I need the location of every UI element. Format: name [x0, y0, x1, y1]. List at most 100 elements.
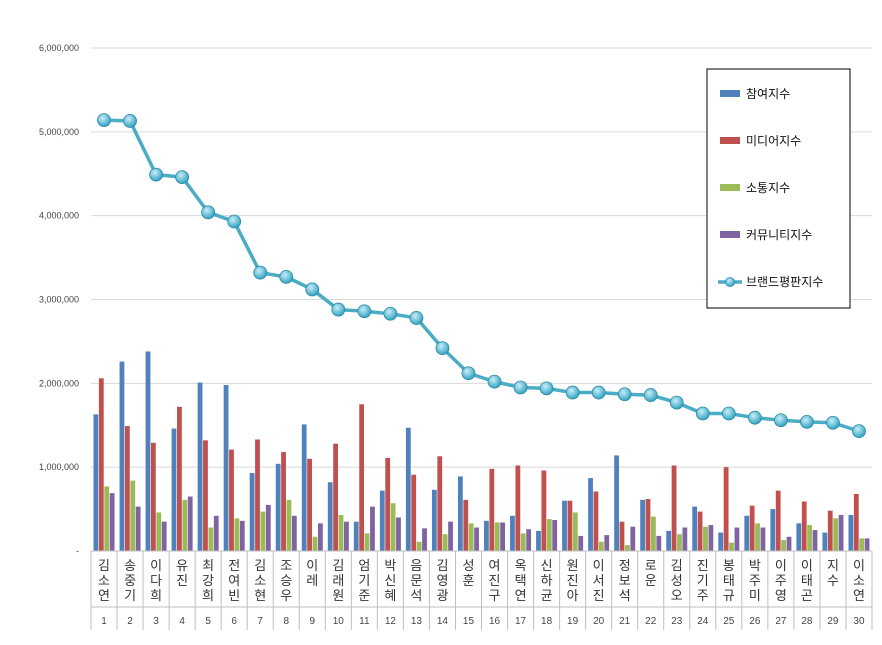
bar-커뮤니티지수-11 [370, 506, 375, 551]
bar-미디어지수-21 [619, 521, 625, 551]
bar-소통지수-30 [859, 538, 865, 551]
bar-커뮤니티지수-30 [864, 538, 870, 551]
rank-label: 11 [359, 616, 370, 627]
bar-소통지수-12 [390, 503, 396, 551]
bar-참여지수-22 [640, 499, 646, 551]
category-label-1-char-2: 소 [98, 574, 110, 589]
category-label-17-char-1: 옥 [515, 559, 527, 574]
category-label-4-char-1: 유 [176, 559, 188, 574]
category-label-26-char-1: 박 [749, 559, 761, 574]
brand-index-point-27 [773, 413, 788, 428]
category-label-14-char-2: 영 [436, 574, 448, 589]
category-label-15-char-1: 성 [462, 559, 474, 574]
category-label-3-char-3: 희 [150, 589, 162, 604]
bar-커뮤니티지수-29 [838, 514, 844, 551]
bar-미디어지수-19 [567, 500, 573, 551]
category-label-2-char-2: 중 [124, 574, 136, 589]
rank-label: 5 [205, 616, 211, 627]
legend-swatch-소통지수 [720, 184, 740, 191]
category-label-2-char-1: 송 [124, 559, 136, 574]
rank-label: 26 [749, 616, 761, 627]
bar-소통지수-5 [208, 527, 214, 551]
category-label-22-char-1: 로 [645, 559, 657, 574]
bar-미디어지수-13 [411, 474, 417, 551]
y-tick-label: 2,000,000 [39, 378, 79, 388]
y-tick-label: - [76, 546, 79, 556]
bar-커뮤니티지수-23 [682, 527, 688, 551]
bar-커뮤니티지수-20 [604, 535, 610, 551]
bar-소통지수-2 [130, 480, 136, 551]
category-label-6-char-1: 전 [228, 559, 240, 574]
category-label-3-char-2: 다 [150, 574, 162, 589]
category-label-23-char-3: 오 [671, 589, 683, 604]
rank-label: 7 [257, 616, 263, 627]
rank-label: 29 [827, 616, 839, 627]
bar-소통지수-15 [468, 523, 474, 551]
bar-커뮤니티지수-4 [187, 496, 193, 551]
category-label-8-char-3: 우 [280, 589, 292, 604]
category-label-7-char-3: 현 [254, 589, 266, 604]
brand-index-point-30 [852, 424, 866, 439]
category-label-8-char-2: 승 [280, 574, 292, 589]
legend-label: 소통지수 [746, 181, 790, 195]
bar-소통지수-1 [104, 486, 110, 551]
brand-index-point-24 [695, 406, 710, 421]
bar-커뮤니티지수-16 [500, 522, 506, 551]
category-label-18-char-3: 균 [541, 589, 553, 604]
bar-미디어지수-2 [124, 426, 130, 551]
rank-label: 25 [723, 616, 735, 627]
category-label-10-char-2: 래 [332, 574, 344, 589]
legend-point-swatch [725, 277, 735, 287]
bar-미디어지수-26 [749, 505, 755, 551]
bar-커뮤니티지수-13 [422, 528, 427, 551]
bar-커뮤니티지수-1 [109, 493, 115, 551]
bar-참여지수-13 [405, 427, 411, 551]
brand-index-point-15 [461, 366, 476, 381]
bar-소통지수-26 [755, 523, 760, 551]
category-label-6-char-2: 여 [228, 574, 240, 589]
bar-참여지수-23 [666, 530, 672, 551]
bar-미디어지수-28 [801, 501, 807, 551]
rank-label: 10 [333, 616, 345, 627]
category-label-6-char-3: 빈 [228, 589, 240, 604]
brand-index-point-1 [97, 113, 111, 127]
category-label-21-char-3: 석 [619, 589, 631, 604]
category-label-2-char-3: 기 [124, 589, 136, 604]
bar-미디어지수-16 [489, 468, 495, 551]
bar-미디어지수-17 [515, 465, 521, 551]
rank-label: 19 [567, 616, 579, 627]
bar-참여지수-4 [171, 428, 177, 551]
category-label-30-char-2: 소 [853, 574, 865, 589]
legend-swatch-커뮤니티지수 [720, 231, 740, 238]
category-label-29-char-1: 지 [827, 559, 839, 574]
category-label-14-char-1: 김 [436, 559, 448, 574]
bar-소통지수-7 [260, 511, 266, 551]
bar-소통지수-20 [598, 541, 604, 551]
bar-소통지수-25 [729, 542, 734, 551]
category-label-26-char-3: 미 [749, 589, 761, 604]
rank-label: 15 [463, 616, 475, 627]
bar-미디어지수-9 [307, 458, 312, 551]
bar-미디어지수-23 [671, 465, 677, 551]
brand-index-line [97, 113, 866, 439]
rank-label: 27 [775, 616, 787, 627]
legend-label: 참여지수 [746, 87, 790, 101]
bar-소통지수-18 [546, 519, 552, 551]
category-label-19-char-1: 원 [567, 559, 579, 574]
legend-label: 브랜드평판지수 [746, 275, 823, 289]
bar-참여지수-19 [562, 500, 567, 551]
rank-label: 17 [515, 616, 527, 627]
bar-소통지수-22 [651, 516, 656, 551]
category-label-29-char-2: 수 [827, 574, 839, 589]
rank-label: 28 [801, 616, 813, 627]
bar-미디어지수-3 [150, 442, 156, 551]
category-label-22-char-2: 운 [645, 574, 657, 589]
brand-index-point-13 [409, 311, 424, 325]
brand-index-point-14 [435, 341, 450, 356]
rank-label: 12 [385, 616, 397, 627]
category-label-21-char-1: 정 [619, 559, 631, 574]
bar-미디어지수-24 [697, 511, 703, 551]
y-tick-label: 4,000,000 [39, 211, 79, 221]
bar-참여지수-20 [588, 478, 593, 551]
